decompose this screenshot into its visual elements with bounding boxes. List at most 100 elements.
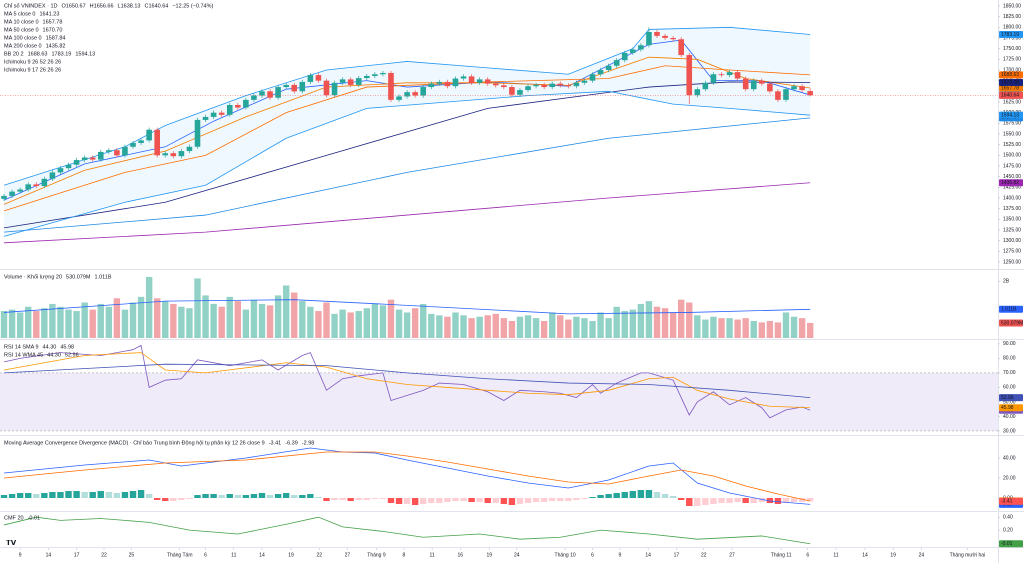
volume-bar <box>291 292 298 338</box>
histogram-bar <box>734 498 741 502</box>
histogram-bar <box>629 491 637 498</box>
volume-bar <box>49 303 56 338</box>
volume-bar <box>758 322 766 338</box>
candle-body <box>621 52 628 61</box>
candle-body <box>1 195 7 199</box>
histogram-bar <box>524 498 532 503</box>
logo-mark[interactable]: 𝗧𝗩 <box>6 540 17 547</box>
histogram-bar <box>581 498 588 499</box>
histogram-bar <box>508 498 516 505</box>
series-line <box>3 65 811 212</box>
histogram-bar <box>476 498 483 502</box>
x-tick-label: 17 <box>674 552 680 558</box>
x-tick-label: 17 <box>74 552 80 558</box>
y-tick-label: 1500.00 <box>1003 153 1021 159</box>
muted-indicator: Ichimoku 9 26 52 26 26 <box>4 59 61 65</box>
histogram-bar <box>299 495 306 498</box>
volume-bar <box>65 309 72 338</box>
histogram-bar <box>694 498 701 506</box>
histogram-bar <box>798 498 806 502</box>
candle-body <box>589 74 596 81</box>
volume-bar <box>363 308 370 338</box>
candle-body <box>122 146 128 156</box>
legend-value: 1688.63 <box>28 51 48 57</box>
histogram-bar <box>589 497 596 498</box>
volume-bar <box>25 306 32 338</box>
histogram-bar <box>105 492 113 498</box>
histogram-bar <box>452 498 459 501</box>
x-tick-label: Tháng Tám <box>167 552 192 558</box>
candle-body <box>742 78 749 90</box>
volume-bar <box>565 319 572 338</box>
y-tick-label: 1275.00 <box>1003 249 1021 255</box>
candle-body <box>436 81 443 84</box>
candle-body <box>549 83 556 88</box>
candle-body <box>114 150 120 156</box>
series-line <box>4 363 811 399</box>
x-tick-label: 16 <box>458 552 464 558</box>
histogram-bar <box>65 491 72 498</box>
histogram-bar <box>73 491 80 498</box>
candle-body <box>718 74 725 76</box>
candle-body <box>41 178 48 187</box>
legend-value: 1670.70 <box>43 27 63 33</box>
histogram-bar <box>686 498 693 506</box>
volume-bar <box>573 316 580 338</box>
candle-body <box>694 89 701 96</box>
volume-bar <box>218 306 225 338</box>
candle-body <box>726 72 733 76</box>
volume-bar <box>798 318 806 338</box>
volume-bar <box>420 303 427 338</box>
ohlc-value: H1656.66 <box>90 3 114 9</box>
candle-body <box>484 79 491 84</box>
histogram-bar <box>170 498 177 501</box>
legend-value: 44.30 <box>47 352 61 358</box>
candle-body <box>783 89 789 100</box>
candle-body <box>49 172 56 179</box>
legend-name: BB 20 2 <box>4 51 24 57</box>
histogram-bar <box>371 498 379 499</box>
histogram-bar <box>234 495 242 498</box>
y-tick-label: 1350.00 <box>1003 217 1021 223</box>
x-tick-label: 25 <box>129 552 135 558</box>
rsi-band <box>0 372 998 431</box>
series-last-value-bg <box>999 404 1023 412</box>
y-tick-label: 40.00 <box>1003 414 1016 420</box>
legend-name: Moving Average Convergence Divergence (M… <box>4 439 265 446</box>
histogram-bar <box>97 491 104 498</box>
candle-body <box>557 83 564 86</box>
histogram-bar <box>718 498 725 503</box>
ohlc-value: C1640.64 <box>144 3 168 9</box>
series-last-value-bg <box>999 71 1023 79</box>
histogram-bar <box>331 498 338 500</box>
candle-body <box>517 90 523 95</box>
candle-body <box>428 83 435 88</box>
volume-bar <box>299 301 306 338</box>
tv-logo[interactable]: 𝗧𝗩 <box>6 540 17 547</box>
histogram-bar <box>137 490 145 498</box>
histogram-bar <box>307 494 314 498</box>
legend-value: -2.98 <box>302 440 315 446</box>
candle-body <box>501 85 507 88</box>
candle-body <box>331 82 338 96</box>
histogram-bar <box>532 498 540 502</box>
volume-bar <box>33 311 40 338</box>
ohlc-value: O1650.67 <box>62 3 86 9</box>
volume-bar <box>73 311 80 338</box>
legend-value: 1594.13 <box>75 51 95 57</box>
histogram-bar <box>460 498 467 501</box>
muted-indicator: Ichimoku 9 17 26 26 26 <box>4 67 61 73</box>
x-tick-label: 19 <box>288 552 294 558</box>
series-line <box>3 117 811 233</box>
volume-bar <box>782 312 790 338</box>
candle-body <box>106 150 112 152</box>
volume-bar <box>97 303 104 338</box>
candle-body <box>226 104 233 115</box>
y-tick-label: 30.00 <box>1003 428 1016 434</box>
volume-bar <box>653 306 661 338</box>
volume-bar <box>129 302 137 338</box>
candle-body <box>388 72 394 100</box>
volume-bar <box>460 315 467 338</box>
y-tick-label: 1450.00 <box>1003 174 1021 180</box>
histogram-bar <box>395 498 403 504</box>
